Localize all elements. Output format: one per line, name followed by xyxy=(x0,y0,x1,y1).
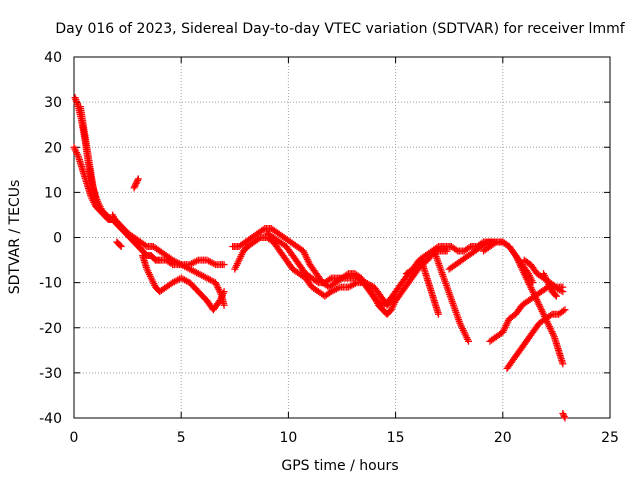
data-point xyxy=(559,409,567,417)
x-tick-label: 20 xyxy=(494,430,512,446)
axis-ticks: 0 5 10 15 20 25 -40 -30 -20 -10 0 10 20 30 40 xyxy=(39,50,619,446)
data-point xyxy=(559,360,567,368)
series-track-21 xyxy=(559,409,569,422)
data-point xyxy=(313,277,321,285)
data-point xyxy=(560,412,568,420)
data-point xyxy=(132,179,140,187)
series-track-13 xyxy=(417,256,442,318)
y-tick-label: -20 xyxy=(39,321,62,337)
data-point xyxy=(141,241,149,249)
x-tick-label: 25 xyxy=(601,430,619,446)
y-tick-label: 20 xyxy=(44,140,62,156)
data-point xyxy=(220,288,228,296)
data-point xyxy=(131,182,139,190)
data-point xyxy=(491,239,499,247)
data-point xyxy=(434,310,442,318)
data-marks xyxy=(70,94,569,422)
data-point xyxy=(452,246,460,254)
data-point xyxy=(130,184,138,192)
x-tick-label: 5 xyxy=(177,430,186,446)
series-track-6 xyxy=(117,224,228,309)
data-point xyxy=(133,178,141,186)
y-tick-label: -10 xyxy=(39,276,62,292)
data-point xyxy=(220,301,228,309)
y-tick-label: 30 xyxy=(44,95,62,111)
y-tick-label: 40 xyxy=(44,50,62,66)
series-track-14 xyxy=(430,247,472,345)
y-tick-label: 10 xyxy=(44,185,62,201)
x-tick-label: 15 xyxy=(387,430,405,446)
data-point xyxy=(134,175,142,183)
series-track-7 xyxy=(139,252,228,314)
grid xyxy=(74,57,610,418)
x-tick-label: 0 xyxy=(70,430,79,446)
data-point xyxy=(220,261,228,269)
data-point xyxy=(560,411,568,419)
data-point xyxy=(117,243,125,251)
data-point xyxy=(464,337,472,345)
data-point xyxy=(465,244,473,252)
data-point xyxy=(259,226,267,234)
x-axis-label: GPS time / hours xyxy=(281,458,398,474)
data-point xyxy=(559,307,567,315)
data-point xyxy=(116,241,124,249)
series-track-16 xyxy=(480,238,567,368)
series-track-8 xyxy=(113,238,125,251)
data-point xyxy=(559,283,567,291)
data-point xyxy=(551,291,559,299)
y-tick-label: -40 xyxy=(39,411,62,427)
data-point xyxy=(561,306,569,314)
data-point xyxy=(131,181,139,189)
data-point xyxy=(326,275,334,283)
x-tick-label: 10 xyxy=(279,430,297,446)
series-track-2 xyxy=(76,103,99,201)
data-point xyxy=(552,292,560,300)
series-track-20 xyxy=(540,270,560,300)
chart-title: Day 016 of 2023, Sidereal Day-to-day VTE… xyxy=(55,21,625,37)
series-track-4 xyxy=(130,175,142,192)
y-axis-label: SDTVAR / TECUs xyxy=(7,180,23,295)
data-point xyxy=(134,176,142,184)
series-track-18 xyxy=(503,306,569,372)
data-point xyxy=(547,311,555,319)
y-tick-label: 0 xyxy=(53,231,62,247)
data-point xyxy=(561,414,569,422)
y-tick-label: -30 xyxy=(39,366,62,382)
